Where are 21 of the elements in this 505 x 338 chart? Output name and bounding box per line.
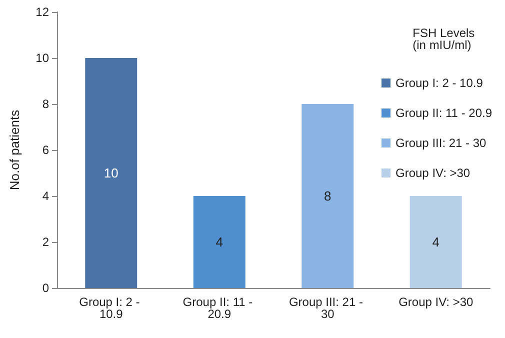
x-tick-label: Group IV: >30	[398, 295, 474, 309]
legend-label: Group III: 21 - 30	[396, 136, 487, 150]
legend-label: Group I: 2 - 10.9	[396, 76, 484, 90]
y-tick-label: 10	[36, 51, 50, 65]
data-label: 4	[432, 234, 440, 250]
x-tick-label: Group III: 21 - 30	[288, 295, 366, 321]
y-tick-label: 6	[42, 143, 50, 157]
y-tick-label: 8	[42, 97, 50, 111]
y-tick-label: 2	[42, 235, 50, 249]
data-label: 10	[104, 166, 118, 180]
y-tick-label: 4	[42, 189, 50, 203]
y-tick-label: 0	[42, 281, 50, 295]
y-axis-title: No.of patients	[7, 109, 22, 190]
data-label: 4	[216, 234, 223, 250]
x-tick-label: Group I: 2 - 10.9	[79, 295, 144, 321]
legend-title: FSH Levels (in mIU/ml)	[412, 26, 478, 52]
data-label: 8	[324, 188, 332, 204]
legend-label: Group IV: >30	[396, 166, 470, 180]
y-tick-label: 12	[36, 5, 50, 19]
x-tick-label: Group II: 11 - 20.9	[182, 295, 256, 321]
legend-label: Group II: 11 - 20.9	[396, 106, 492, 120]
